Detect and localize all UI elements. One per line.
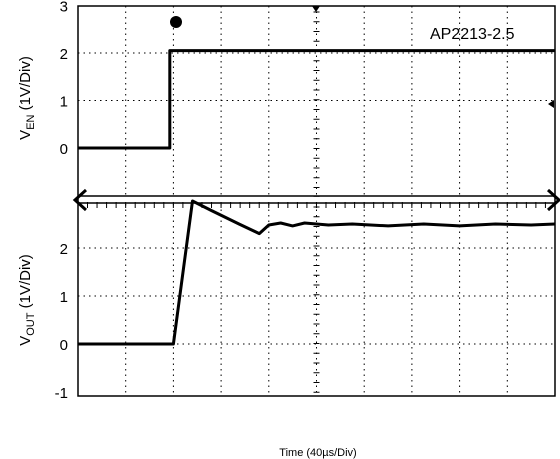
y-tick-label: 1 [60, 289, 68, 306]
panel-gap [79, 197, 554, 202]
top-center-marker [312, 6, 320, 12]
y-tick-label: 0 [60, 337, 68, 354]
break-mark-left [72, 188, 88, 212]
y-tick-labels: 3 2 1 0 2 1 0 -1 [55, 0, 68, 402]
y-axis-label-out: VOUT (1V/Div) [17, 254, 37, 346]
chart-annotation: AP2213-2.5 [430, 26, 515, 43]
trace-ven [78, 49, 555, 150]
y-tick-label: 0 [60, 141, 68, 158]
y-tick-label: 2 [60, 241, 68, 258]
y-tick-label: -1 [55, 385, 68, 402]
y-tick-label: 3 [60, 0, 68, 16]
trigger-marker-label: T [173, 18, 179, 28]
channel-level-marker [548, 100, 554, 108]
y-axis-label-en: VEN (1V/Div) [17, 56, 37, 140]
break-mark-right [546, 188, 560, 212]
y-tick-label: 1 [60, 94, 68, 111]
traces [78, 49, 556, 346]
trace-vout [78, 199, 556, 346]
x-axis-label: Time (40µs/Div) [279, 447, 356, 459]
trigger-marker: T [170, 16, 182, 28]
y-tick-label: 2 [60, 46, 68, 63]
